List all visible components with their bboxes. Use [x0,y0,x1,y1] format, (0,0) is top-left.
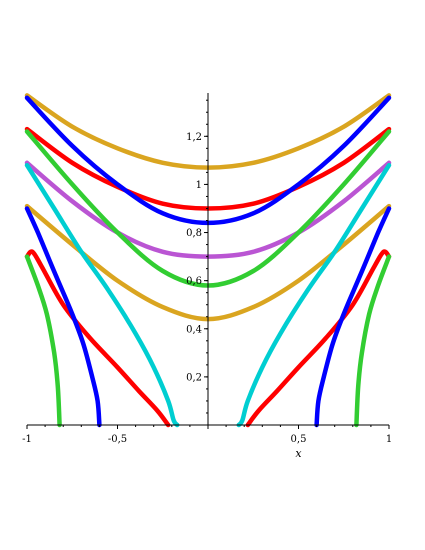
y-tick-label-4: 1 [196,180,202,191]
y-tick-label-2: 0,6 [186,276,202,287]
x-tick-label-0: -1 [22,434,32,445]
curve-14 [354,254,392,428]
curve-11 [24,206,102,428]
curve-12 [314,206,392,428]
x-axis-label: x [295,447,302,460]
y-tick-label-0: 0,2 [186,372,202,383]
curve-8 [236,162,392,428]
axes-layer [27,93,389,426]
y-tick-label-3: 0,8 [186,228,202,239]
curve-10 [245,249,392,428]
y-tick-label-1: 0,4 [186,324,202,335]
curve-13 [24,254,62,428]
curve-7 [24,162,180,428]
y-tick-label-5: 1,2 [186,132,202,143]
ticks-layer: -1 -0,5 0,5 1 0,2 0,4 0,6 0,8 1 1,2 [22,99,392,445]
x-tick-label-1: -0,5 [108,434,127,445]
x-tick-label-4: 1 [386,434,392,445]
curve-9 [24,249,171,428]
x-tick-label-3: 0,5 [291,434,307,445]
